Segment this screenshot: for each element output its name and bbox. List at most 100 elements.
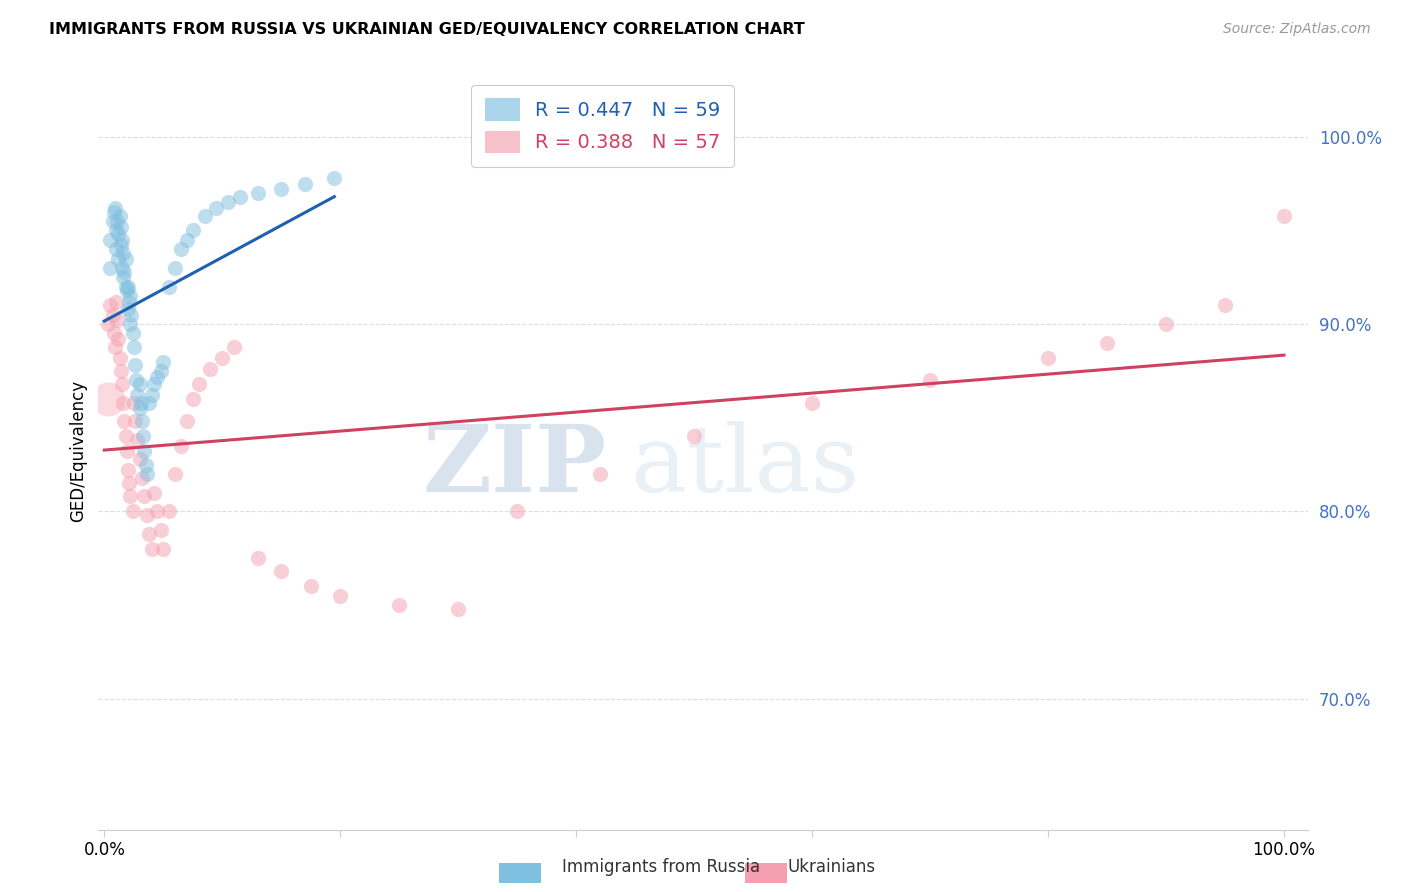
Point bbox=[104, 201, 127, 215]
Point bbox=[104, 340, 127, 354]
Point bbox=[103, 326, 125, 341]
Point bbox=[229, 190, 252, 204]
Point bbox=[217, 195, 239, 210]
Point bbox=[105, 214, 128, 228]
Point bbox=[135, 458, 157, 472]
Point bbox=[134, 489, 156, 503]
Point bbox=[142, 485, 165, 500]
Point bbox=[128, 451, 150, 466]
Point bbox=[142, 376, 165, 391]
Point bbox=[110, 364, 132, 378]
Text: Immigrants from Russia: Immigrants from Russia bbox=[562, 858, 761, 876]
Point bbox=[170, 242, 193, 256]
Point bbox=[101, 308, 124, 322]
Point bbox=[1036, 351, 1059, 365]
Point bbox=[141, 388, 163, 402]
Point bbox=[200, 362, 222, 376]
Point bbox=[127, 433, 149, 447]
Point bbox=[114, 252, 136, 266]
Point bbox=[589, 467, 612, 481]
Point bbox=[194, 209, 217, 223]
Point bbox=[329, 589, 352, 603]
Point bbox=[122, 340, 145, 354]
Point bbox=[97, 392, 120, 406]
Point bbox=[131, 470, 153, 484]
Point bbox=[120, 489, 142, 503]
Point bbox=[103, 204, 125, 219]
Point bbox=[122, 395, 145, 409]
Point bbox=[1272, 209, 1295, 223]
Point bbox=[111, 260, 134, 275]
Text: Ukrainians: Ukrainians bbox=[787, 858, 876, 876]
Point bbox=[110, 238, 132, 252]
Point bbox=[270, 182, 292, 196]
Point bbox=[187, 376, 209, 391]
Point bbox=[205, 201, 228, 215]
Point bbox=[801, 395, 824, 409]
Point bbox=[152, 541, 174, 556]
Point bbox=[146, 504, 169, 518]
Point bbox=[105, 223, 128, 237]
Point bbox=[121, 504, 143, 518]
Point bbox=[157, 279, 180, 293]
Point bbox=[117, 279, 139, 293]
Point bbox=[98, 298, 121, 312]
Point bbox=[149, 364, 172, 378]
Y-axis label: GED/Equivalency: GED/Equivalency bbox=[69, 379, 87, 522]
Point bbox=[114, 429, 136, 443]
Point bbox=[135, 508, 157, 522]
Point bbox=[920, 373, 942, 387]
Point bbox=[111, 233, 134, 247]
Point bbox=[101, 214, 124, 228]
Point bbox=[323, 171, 346, 186]
Point bbox=[176, 233, 198, 247]
Point bbox=[165, 467, 187, 481]
Point bbox=[124, 414, 146, 428]
Point bbox=[125, 373, 148, 387]
Point bbox=[149, 523, 172, 537]
Point bbox=[211, 351, 233, 365]
Point bbox=[115, 284, 138, 298]
Point bbox=[107, 252, 129, 266]
Point bbox=[138, 395, 160, 409]
Point bbox=[112, 270, 135, 285]
Point bbox=[108, 209, 131, 223]
Point bbox=[120, 289, 142, 303]
Point bbox=[165, 260, 187, 275]
Point bbox=[107, 332, 129, 346]
Point bbox=[132, 429, 155, 443]
Point bbox=[683, 429, 706, 443]
Point bbox=[222, 340, 245, 354]
Point bbox=[152, 354, 174, 368]
Point bbox=[127, 388, 149, 402]
Point bbox=[246, 186, 269, 200]
Point bbox=[105, 294, 128, 309]
Point bbox=[105, 242, 128, 256]
Point bbox=[112, 246, 135, 260]
Point bbox=[1213, 298, 1236, 312]
Point bbox=[112, 395, 135, 409]
Point bbox=[121, 326, 143, 341]
Point bbox=[181, 223, 204, 237]
Point bbox=[114, 279, 136, 293]
Point bbox=[112, 414, 135, 428]
Point bbox=[138, 526, 160, 541]
Point bbox=[146, 369, 169, 384]
Point bbox=[506, 504, 529, 518]
Point bbox=[1154, 317, 1177, 331]
Point bbox=[107, 227, 129, 242]
Point bbox=[388, 598, 411, 612]
Point bbox=[118, 476, 141, 491]
Point bbox=[135, 467, 157, 481]
Point bbox=[134, 444, 156, 458]
Point bbox=[246, 551, 269, 566]
Point bbox=[294, 177, 316, 191]
Point bbox=[131, 414, 153, 428]
Point bbox=[120, 317, 142, 331]
Point bbox=[105, 313, 128, 327]
Point bbox=[117, 463, 139, 477]
Point bbox=[111, 376, 134, 391]
Text: ZIP: ZIP bbox=[422, 421, 606, 510]
Point bbox=[98, 260, 121, 275]
Point bbox=[176, 414, 198, 428]
